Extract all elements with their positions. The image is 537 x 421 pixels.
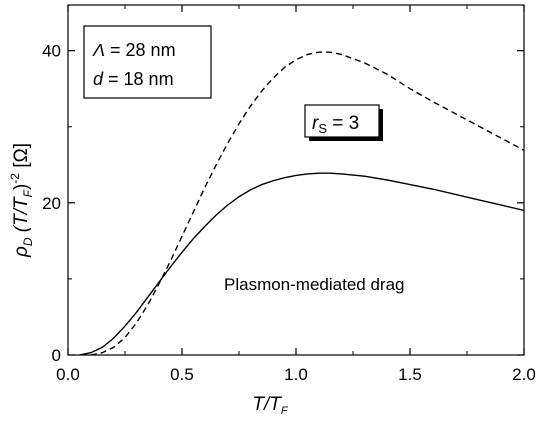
x-tick-label: 2.0 <box>512 365 536 384</box>
plasmon-drag-label: Plasmon-mediated drag <box>224 275 404 294</box>
x-axis-label: T/TF <box>252 394 289 417</box>
rs-box: rS = 3 <box>304 104 383 141</box>
series-line-solid <box>79 172 525 356</box>
y-tick-label: 20 <box>42 194 61 213</box>
y-axis-label: ρD (T/TF)-2 [Ω] <box>8 143 35 258</box>
curves-layer <box>79 51 525 356</box>
rs-box-frame <box>304 104 380 138</box>
y-tick-label: 40 <box>42 42 61 61</box>
y-tick-label: 0 <box>52 346 61 365</box>
parameter-box: Λ = 28 nm d = 18 nm <box>83 25 212 99</box>
x-tick-label: 1.5 <box>398 365 422 384</box>
d-line: d = 18 nm <box>93 69 174 89</box>
x-tick-label: 1.0 <box>284 365 308 384</box>
x-tick-label: 0.0 <box>56 365 80 384</box>
rs-label: rS = 3 <box>312 113 359 136</box>
lambda-line: Λ = 28 nm <box>92 40 176 60</box>
axes-layer: 0.0 0.5 1.0 1.5 2.0 0 20 40 <box>42 5 536 384</box>
x-tick-label: 0.5 <box>170 365 194 384</box>
parameter-box-frame <box>83 25 212 99</box>
series-line-dashed <box>90 51 525 356</box>
